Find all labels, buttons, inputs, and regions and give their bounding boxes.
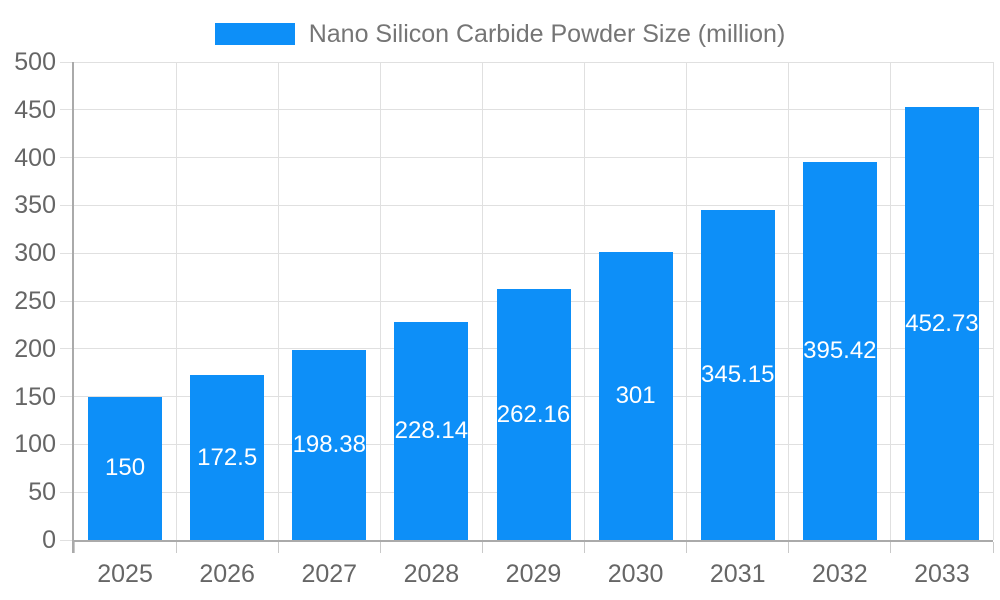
x-axis-tick <box>73 542 75 553</box>
y-tick-label: 300 <box>14 239 56 268</box>
x-tick-label: 2029 <box>505 560 562 588</box>
x-axis-tick <box>379 542 381 553</box>
bar-value-label: 198.38 <box>292 431 366 459</box>
bar-2025[interactable] <box>88 396 163 540</box>
y-axis-tick <box>60 491 74 493</box>
x-grid-line <box>379 62 381 540</box>
y-axis-tick <box>60 204 74 206</box>
x-axis-tick <box>992 542 994 553</box>
bar-2030[interactable] <box>598 252 673 540</box>
y-axis-tick <box>60 252 74 254</box>
x-axis-tick <box>788 542 790 553</box>
x-axis-tick <box>481 542 483 553</box>
bar-value-label: 228.14 <box>394 416 469 444</box>
x-axis-tick <box>175 542 177 553</box>
bar-2027[interactable] <box>292 350 367 540</box>
x-grid-line <box>481 62 483 540</box>
bar-value-label: 262.16 <box>496 400 571 428</box>
y-axis-tick <box>60 61 74 63</box>
y-tick-label: 400 <box>14 143 56 172</box>
x-tick-label: 2025 <box>97 560 153 588</box>
x-grid-line <box>175 62 177 540</box>
legend[interactable]: Nano Silicon Carbide Powder Size (millio… <box>0 20 1000 48</box>
x-tick-label: 2026 <box>199 560 255 588</box>
y-tick-label: 350 <box>14 191 56 220</box>
y-axis-tick <box>60 348 74 350</box>
bar-2031[interactable] <box>700 210 775 540</box>
x-grid-line <box>686 62 688 540</box>
x-grid-line <box>788 62 790 540</box>
y-tick-label: 100 <box>14 430 56 459</box>
x-tick-label: 2030 <box>607 560 664 588</box>
y-tick-label: 200 <box>14 334 56 363</box>
y-grid-line <box>74 157 993 159</box>
legend-label: Nano Silicon Carbide Powder Size (millio… <box>308 20 786 48</box>
x-tick-label: 2031 <box>709 560 766 588</box>
x-tick-label: 2028 <box>403 560 460 588</box>
bar-value-label: 150 <box>105 454 146 482</box>
legend-swatch <box>214 23 295 45</box>
y-tick-label: 250 <box>14 287 56 315</box>
y-grid-line <box>74 109 993 111</box>
bar-value-label: 395.42 <box>803 336 877 364</box>
y-tick-label: 150 <box>14 382 56 411</box>
x-axis-tick <box>890 542 892 553</box>
x-grid-line <box>277 62 279 540</box>
x-grid-line <box>890 62 892 540</box>
y-axis-tick <box>60 396 74 398</box>
bar-value-label: 301 <box>615 382 656 410</box>
bar-value-label: 172.5 <box>197 443 258 471</box>
x-axis-tick <box>584 542 586 553</box>
y-tick-label: 50 <box>28 478 56 507</box>
x-tick-label: 2033 <box>914 560 970 588</box>
bar-2028[interactable] <box>394 321 469 540</box>
bar-2033[interactable] <box>904 107 979 540</box>
x-axis-tick <box>277 542 279 553</box>
bar-value-label: 452.73 <box>905 309 979 337</box>
y-grid-line <box>74 61 993 63</box>
y-axis-tick <box>60 109 74 111</box>
x-axis-tick <box>686 542 688 553</box>
bar-2026[interactable] <box>190 375 265 540</box>
x-grid-line <box>584 62 586 540</box>
bar-2032[interactable] <box>802 161 877 540</box>
y-axis-tick <box>60 539 74 541</box>
bar-value-label: 345.15 <box>701 361 775 389</box>
y-tick-label: 500 <box>14 48 56 76</box>
y-axis-tick <box>60 443 74 445</box>
bar-2029[interactable] <box>496 289 571 540</box>
x-axis-line <box>72 540 993 542</box>
y-axis-line <box>72 62 74 553</box>
y-tick-label: 450 <box>14 95 56 124</box>
x-grid-line <box>992 62 994 540</box>
y-grid-line <box>74 204 993 206</box>
x-tick-label: 2032 <box>812 560 868 588</box>
y-grid-line <box>74 252 993 254</box>
x-tick-label: 2027 <box>301 560 358 588</box>
y-axis-tick <box>60 300 74 302</box>
y-axis-tick <box>60 157 74 159</box>
y-tick-label: 0 <box>42 526 56 554</box>
